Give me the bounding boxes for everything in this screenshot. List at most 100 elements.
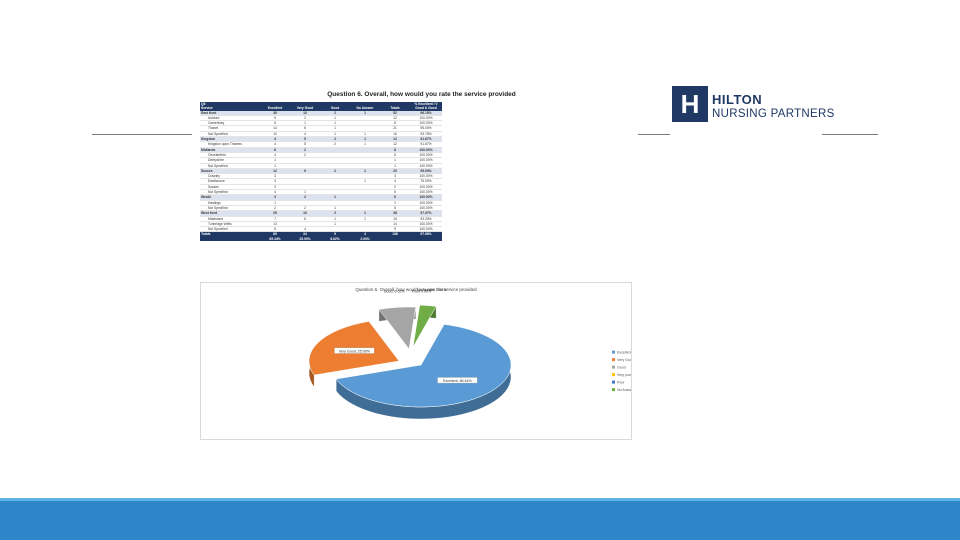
table-cell [320,226,350,233]
table-cell: 21 [380,125,410,132]
legend-label: No Answer [617,388,631,392]
table-totals: Totals 89 34 9 4 136 97.06% 65.44% 25.00% 6.62% 2.… [200,231,442,242]
table-cell: 6 [380,194,410,201]
table-totals-cell: 34 [290,231,320,237]
table-cell: Not Specified [200,205,260,212]
table-cell: Eastbourne [200,178,260,185]
table-cell: 1 [260,163,290,169]
table-totals-cell [200,236,260,242]
table-cell: 1 [320,221,350,228]
table-cell: Not Specified [200,163,260,169]
table-cell: Kingston [200,136,260,143]
table-cell: 2 [320,110,350,116]
table-cell: 100.00% [410,147,442,153]
table-cell: 2 [260,184,290,191]
pie-data-label: No Answer, 2.94% [417,288,447,292]
table-cell: 12 [380,141,410,148]
pie-slice-excellent [335,324,512,408]
table-row: Not Specified 10 4 1 1 16 93.75% [200,131,442,138]
table-cell: 6 [260,120,290,127]
table-totals-cell: 25.00% [290,236,320,242]
table-cell: 100.00% [410,157,442,164]
table-cell: 2 [290,152,320,159]
table-cell: 8 [380,120,410,127]
legend-swatch [612,358,615,362]
table-totals-cell [410,236,442,242]
table-header-cell: Very Good [290,106,320,111]
table-cell [350,120,380,127]
table-cell: 100.00% [410,226,442,233]
table-row: Hastings 1 1 100.00% [200,200,442,206]
table-totals-cell: 2.94% [350,236,380,242]
table-cell: 100.00% [410,184,442,191]
table-cell: 20 [380,168,410,175]
table-cell: Canterbury [200,120,260,127]
pie-label-box [334,347,375,354]
legend-swatch [612,365,615,369]
table-cell: 96.15% [410,110,442,116]
table-cell [350,226,380,233]
chart-title: Question 6. Overall, how would you rate … [355,287,477,292]
table-cell: 2 [260,205,290,212]
table-cell: 25 [260,210,290,217]
table-header-cell [260,102,290,107]
table-cell [350,147,380,153]
legend-swatch [612,388,615,392]
table-cell: Ashford [200,115,260,122]
table-cell: 1 [350,141,380,148]
table-cell [290,157,320,164]
table-cell [350,221,380,228]
table-cell: 4 [290,226,320,233]
table-cell: 52 [380,110,410,116]
table-group-row: Weald 3 2 1 6 100.00% [200,194,442,201]
table-cell: Sussex [200,168,260,175]
table-cell: Not Specified [200,131,260,138]
mid-rule [638,134,670,135]
table-header-cell: Good [320,106,350,111]
table-cell [320,200,350,206]
table-cell: 2 [290,194,320,201]
table-cell [290,221,320,228]
table-group-row: East Kent 39 10 2 1 52 96.15% [200,110,442,116]
table-cell: 7 [260,216,290,222]
table-cell: 1 [350,110,380,116]
table-cell [350,173,380,180]
table-cell [290,178,320,185]
left-rule [92,134,192,135]
table-cell [320,163,350,169]
table-cell: 93.33% [410,216,442,222]
table-cell: Not Specified [200,226,260,233]
table-cell: East Kent [200,110,260,116]
table-cell: 4 [260,136,290,143]
legend-swatch [612,380,615,384]
table-cell: Kingston upon Thames [200,141,260,148]
table-cell [350,163,380,169]
table-cell: 4 [260,152,290,159]
table-cell: 39 [260,110,290,116]
table-cell: Crawley [200,173,260,180]
table-cell: 1 [260,200,290,206]
table-row: Chesterfield 4 2 6 100.00% [200,152,442,159]
table-cell [350,125,380,132]
table-group-row: Sussex 12 5 2 1 20 95.00% [200,168,442,175]
table-cell: 97.37% [410,210,442,217]
table-cell: 6 [290,216,320,222]
table-cell: 1 [350,131,380,138]
pie-slice-no-answer [412,304,437,348]
table-cell: 1 [320,216,350,222]
table-cell: Midlands [200,147,260,153]
table-cell: 15 [380,216,410,222]
table-header-cell: Totals [380,106,410,111]
table-cell: 3 [380,173,410,180]
table-group-row: West Kent 25 10 2 1 38 97.37% [200,210,442,217]
table-header-row: Q6 % Excellent / V [200,102,442,107]
table-totals-cell: 4 [350,231,380,237]
table-header: Q6% Excellent / V Service Excellent Very Go… [200,102,442,111]
table-cell: Sussex [200,184,260,191]
table-row: Not Specified 2 2 1 5 100.00% [200,205,442,212]
pie-data-label: Excellent, 65.44% [443,379,473,383]
table-cell: 1 [320,205,350,212]
table-cell [350,115,380,122]
table-cell: 1 [380,163,410,169]
table-totals-cell [380,236,410,242]
